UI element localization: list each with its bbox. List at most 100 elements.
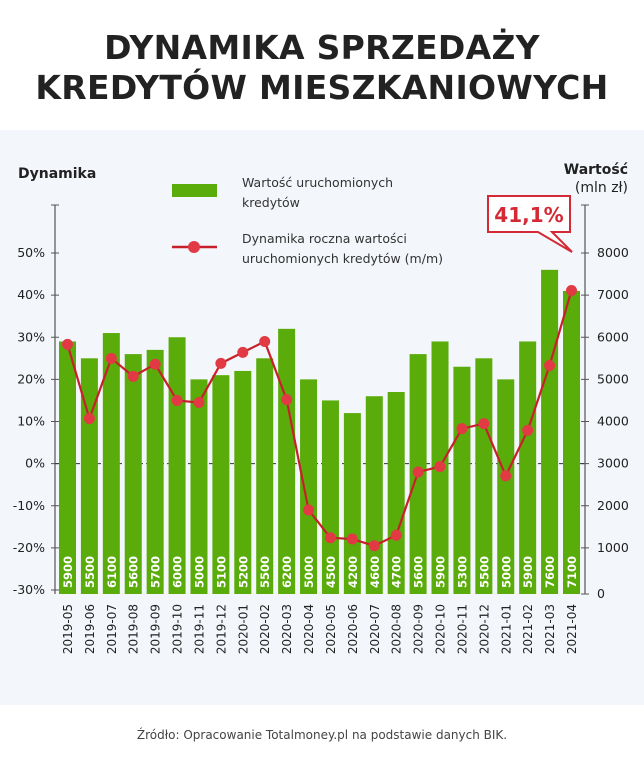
bar <box>563 290 580 594</box>
bar-value-label: 6200 <box>280 556 294 588</box>
left-tick-label: 30% <box>17 329 45 344</box>
dynamics-point <box>544 359 556 371</box>
left-tick-label: 0% <box>25 456 45 471</box>
dynamics-point <box>105 352 117 364</box>
dynamics-point <box>390 529 402 541</box>
x-tick-label: 2019-09 <box>149 604 163 654</box>
dynamics-point <box>324 532 336 544</box>
dynamics-point <box>127 370 139 382</box>
x-tick-label: 2021-03 <box>543 604 557 654</box>
bar-value-label: 5500 <box>477 556 491 588</box>
dynamics-point <box>522 424 534 436</box>
bar <box>59 341 76 594</box>
dynamics-point <box>281 394 293 406</box>
bar <box>343 413 361 594</box>
bar <box>212 375 230 594</box>
chart-title: DYNAMIKA SPRZEDAŻY KREDYTÓW MIESZKANIOWY… <box>0 28 644 108</box>
x-tick-label: 2021-02 <box>521 604 535 654</box>
bar-value-label: 5200 <box>236 556 250 588</box>
bar <box>168 337 186 594</box>
x-tick-label: 2020-04 <box>302 604 316 654</box>
bar-value-label: 4600 <box>368 556 382 588</box>
left-tick-label: 10% <box>17 414 45 429</box>
title-line-1: DYNAMIKA SPRZEDAŻY <box>104 28 540 67</box>
x-tick-label: 2020-11 <box>455 604 469 654</box>
legend-line-label-2: uruchomionych kredytów (m/m) <box>242 251 443 266</box>
bar-value-label: 5600 <box>412 556 426 588</box>
dynamics-point <box>193 397 205 409</box>
left-tick-label: -30% <box>13 582 45 597</box>
left-tick-label: -20% <box>13 540 45 555</box>
bar <box>497 379 515 594</box>
bar <box>256 358 274 594</box>
bar <box>102 333 120 594</box>
title-line-2: KREDYTÓW MIESZKANIOWYCH <box>35 68 609 107</box>
x-tick-label: 2020-12 <box>477 604 491 654</box>
legend: Wartość uruchomionych kredytów Dynamika … <box>172 175 443 266</box>
legend-bar-swatch <box>172 184 217 197</box>
legend-bar-label-2: kredytów <box>242 195 300 210</box>
source-note: Źródło: Opracowanie Totalmoney.pl na pod… <box>136 728 508 742</box>
bar <box>124 354 142 594</box>
x-tick-label: 2020-08 <box>390 604 404 654</box>
bar-value-label: 7600 <box>543 556 557 588</box>
bar-value-label: 5100 <box>214 556 228 588</box>
bar-value-label: 5500 <box>258 556 272 588</box>
dynamics-point <box>62 338 73 350</box>
x-tick-label: 2020-07 <box>368 604 382 654</box>
bar-value-label: 5900 <box>434 556 448 588</box>
bar <box>234 370 252 594</box>
right-tick-label: 1000 <box>597 540 629 555</box>
right-axis-title: Wartość <box>564 162 628 178</box>
right-axis-unit: (mln zł) <box>575 180 628 196</box>
right-tick-label: 3000 <box>597 456 629 471</box>
dynamics-point <box>500 470 512 482</box>
dynamics-point <box>149 358 161 370</box>
callout-box <box>487 195 573 253</box>
dynamics-point <box>478 418 490 430</box>
right-tick-label: 2000 <box>597 498 629 513</box>
bar-value-label: 5900 <box>521 556 535 588</box>
x-tick-label: 2019-06 <box>83 604 97 654</box>
bar <box>453 366 471 594</box>
bar <box>190 379 208 594</box>
x-tick-label: 2019-11 <box>192 604 206 654</box>
x-tick-label: 2019-08 <box>127 604 141 654</box>
left-tick-label: 50% <box>17 245 45 260</box>
left-tick-label: 40% <box>17 287 45 302</box>
dynamics-point <box>215 357 227 369</box>
right-tick-label: 6000 <box>597 329 629 344</box>
x-tick-label: 2019-12 <box>214 604 228 654</box>
left-tick-label: 20% <box>17 371 45 386</box>
legend-line-dot <box>188 241 200 253</box>
x-tick-label: 2020-03 <box>280 604 294 654</box>
bar-value-label: 6000 <box>171 556 185 588</box>
bar-value-label: 4700 <box>390 556 404 588</box>
x-tick-label: 2019-10 <box>171 604 185 654</box>
left-tick-label: -10% <box>13 498 45 513</box>
bar-value-label: 5000 <box>302 556 316 588</box>
dynamics-point <box>368 540 380 552</box>
x-tick-label: 2020-06 <box>346 604 360 654</box>
dynamics-point <box>171 394 183 406</box>
dynamics-point <box>237 346 249 358</box>
x-tick-label: 2020-10 <box>434 604 448 654</box>
right-tick-label: 4000 <box>597 414 629 429</box>
right-tick-label: 8000 <box>597 245 629 260</box>
bar <box>278 328 296 594</box>
callout: 41,1% <box>487 195 573 253</box>
bar-value-label: 7100 <box>565 556 579 588</box>
dynamics-point <box>434 461 446 473</box>
dynamics-point <box>412 466 424 478</box>
bar <box>321 400 339 594</box>
x-tick-label: 2020-02 <box>258 604 272 654</box>
dynamics-point <box>259 335 271 347</box>
x-tick-label: 2021-01 <box>499 604 513 654</box>
bar-value-label: 5300 <box>455 556 469 588</box>
right-tick-label: 5000 <box>597 371 629 386</box>
right-tick-label: 7000 <box>597 287 629 302</box>
bar <box>387 392 405 594</box>
bar <box>146 349 164 594</box>
callout-label: 41,1% <box>494 203 563 227</box>
